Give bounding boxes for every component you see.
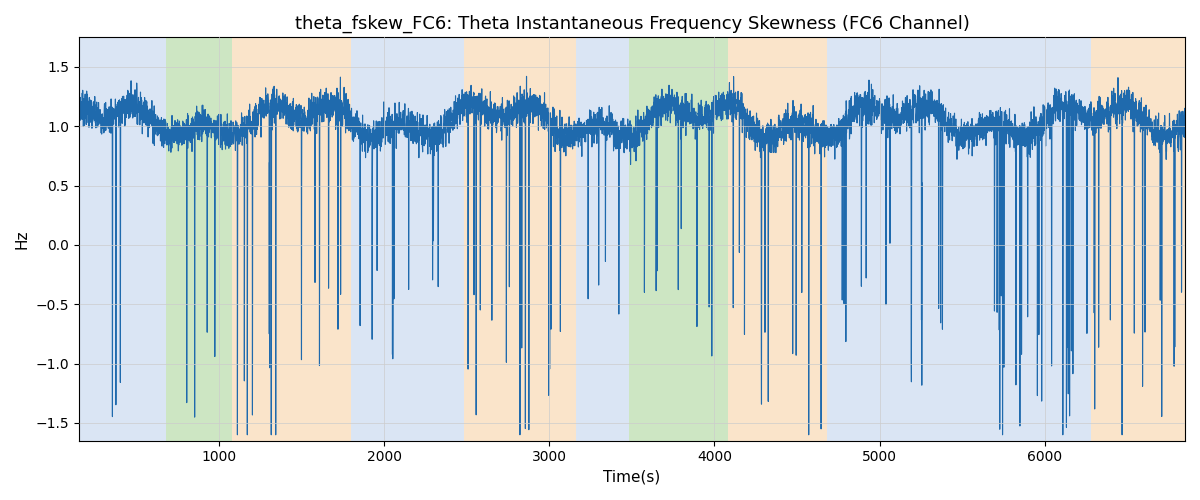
X-axis label: Time(s): Time(s)	[604, 470, 660, 485]
Bar	[827, 38, 1091, 440]
Bar	[233, 38, 352, 440]
Bar	[629, 38, 727, 440]
Bar	[1091, 38, 1186, 440]
Bar	[352, 38, 463, 440]
Title: theta_fskew_FC6: Theta Instantaneous Frequency Skewness (FC6 Channel): theta_fskew_FC6: Theta Instantaneous Fre…	[294, 15, 970, 34]
Y-axis label: Hz: Hz	[14, 230, 30, 249]
Bar	[463, 38, 576, 440]
Bar	[727, 38, 827, 440]
Bar	[79, 38, 167, 440]
Bar	[576, 38, 629, 440]
Bar	[167, 38, 233, 440]
